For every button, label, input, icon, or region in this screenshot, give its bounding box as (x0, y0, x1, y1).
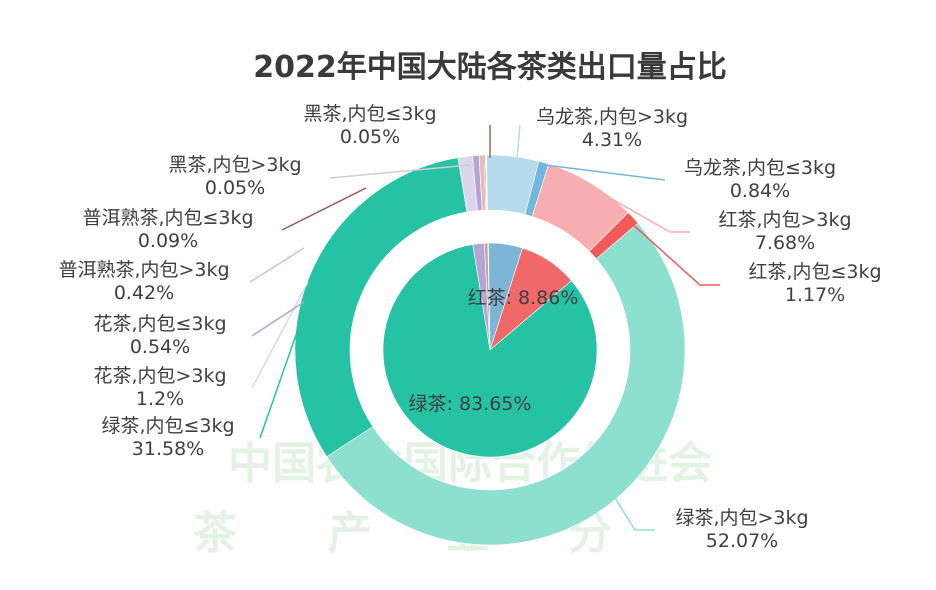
inner-label-3: 绿茶: 83.65% (409, 393, 532, 415)
leader-line-8 (251, 301, 305, 337)
outer-label-9: 普洱熟茶,内包>3kg (58, 259, 229, 281)
outer-label-6: 绿茶,内包≤3kg (101, 415, 234, 437)
outer-value-5: 52.07% (706, 530, 778, 552)
outer-value-4: 1.17% (785, 284, 845, 306)
inner-slice-3 (382, 244, 598, 458)
outer-label-5: 绿茶,内包>3kg (675, 507, 808, 529)
outer-label-1: 乌龙茶,内包>3kg (536, 106, 688, 128)
outer-value-10: 0.09% (138, 230, 198, 252)
outer-value-2: 0.84% (730, 180, 790, 202)
leader-lines (249, 124, 720, 531)
leader-line-10 (281, 187, 367, 231)
outer-label-3: 红茶,内包>3kg (718, 209, 851, 231)
outer-value-0: 0.05% (340, 126, 400, 148)
outer-value-11: 0.05% (205, 177, 265, 199)
leader-line-7 (251, 281, 309, 389)
outer-label-2: 乌龙茶,内包≤3kg (684, 157, 836, 179)
outer-value-8: 0.54% (130, 336, 190, 358)
outer-label-11: 黑茶,内包>3kg (168, 154, 301, 176)
outer-label-0: 黑茶,内包≤3kg (303, 103, 436, 125)
outer-label-10: 普洱熟茶,内包≤3kg (82, 207, 253, 229)
outer-value-7: 1.2% (136, 388, 184, 410)
inner-pie: 红茶: 8.86% 绿茶: 83.65% (382, 242, 598, 458)
outer-slice-6 (294, 157, 468, 458)
outer-label-8: 花茶,内包≤3kg (93, 313, 226, 335)
leader-line-5 (609, 489, 655, 531)
outer-ring (294, 154, 686, 546)
outer-slice-5 (326, 222, 686, 546)
outer-slice-11 (484, 154, 488, 211)
outer-value-3: 7.68% (755, 232, 815, 254)
outer-value-9: 0.42% (114, 282, 174, 304)
leader-line-1 (516, 124, 521, 159)
watermark-char-1: 茶 (193, 508, 238, 559)
inner-label-2: 红茶: 8.86% (468, 287, 579, 309)
leader-line-4 (629, 221, 720, 286)
leader-line-9 (249, 247, 305, 283)
outer-label-4: 红茶,内包≤3kg (748, 261, 881, 283)
leader-line-11 (329, 164, 471, 179)
outer-value-6: 31.58% (132, 438, 204, 460)
inner-slice-5 (484, 242, 491, 351)
outer-value-1: 4.31% (582, 129, 642, 151)
outer-label-7: 花茶,内包>3kg (93, 365, 226, 387)
leader-line-2 (544, 164, 666, 181)
chart-title: 2022年中国大陆各茶类出口量占比 (253, 50, 727, 85)
watermark-char-2: 产 (328, 508, 372, 559)
slice-labels: 黑茶,内包≤3kg0.05%乌龙茶,内包>3kg4.31%乌龙茶,内包≤3kg0… (58, 103, 881, 552)
leader-line-6 (259, 271, 319, 439)
leader-line-3 (574, 177, 690, 233)
